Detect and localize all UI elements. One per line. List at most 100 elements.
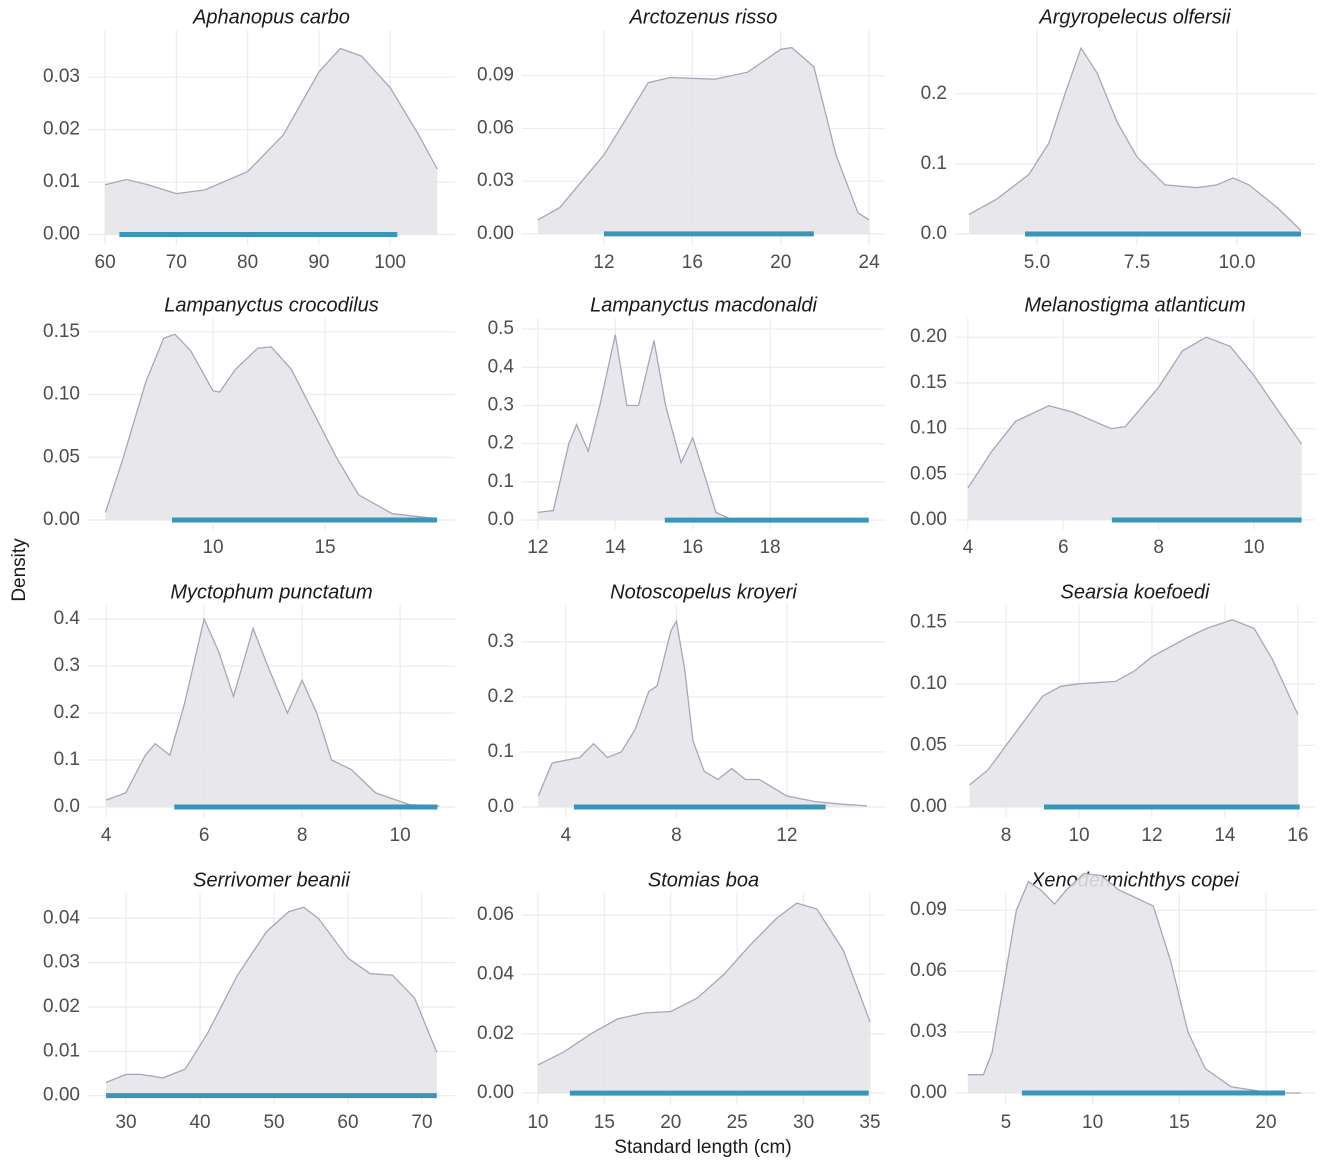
panel-title: Xenodermichthys copei	[1030, 869, 1239, 891]
panel-title: Aphanopus carbo	[192, 6, 350, 28]
y-tick-label: 0.04	[43, 907, 80, 928]
y-tick-label: 0.10	[910, 418, 947, 439]
density-area	[537, 47, 870, 234]
density-line	[968, 46, 1302, 231]
density-line	[967, 336, 1303, 489]
x-tick-label: 90	[308, 252, 329, 273]
y-tick-label: 0.01	[43, 1040, 80, 1061]
x-tick-label: 14	[605, 537, 627, 558]
panel: Arctozenus risso 0.00 0.03 0.06 0.09 12 16 20 24	[477, 6, 885, 273]
density-line	[537, 619, 868, 807]
x-tick-label: 25	[727, 1112, 748, 1133]
x-tick-label: 60	[337, 1112, 358, 1133]
x-tick-label: 16	[682, 252, 703, 273]
x-tick-label: 100	[374, 252, 406, 273]
panel: Notoscopelus kroyeri 0.0 0.1 0.2 0.3 4 8 12	[488, 581, 885, 846]
density-area	[537, 903, 870, 1094]
y-tick-label: 0.5	[488, 318, 514, 339]
y-tick-label: 0.10	[910, 673, 947, 694]
panel-title: Arctozenus risso	[629, 6, 778, 28]
y-tick-label: 0.2	[488, 433, 514, 454]
y-tick-label: 0.00	[477, 1082, 514, 1103]
x-tick-label: 70	[166, 252, 187, 273]
density-line	[105, 906, 438, 1084]
y-tick-label: 0.03	[910, 1021, 947, 1042]
x-tick-label: 10	[390, 825, 411, 846]
x-tick-label: 4	[101, 825, 112, 846]
y-tick-label: 0.06	[477, 117, 514, 138]
y-tick-label: 0.02	[477, 1023, 514, 1044]
y-tick-label: 0.15	[43, 321, 80, 342]
panel: Lampanyctus macdonaldi 0.0 0.1 0.2 0.3 0.4 0.5…	[488, 294, 885, 558]
y-tick-label: 0.00	[910, 1082, 947, 1103]
x-tick-label: 5	[1001, 1112, 1012, 1133]
panel-title: Searsia koefoedi	[1061, 581, 1211, 603]
x-tick-label: 35	[859, 1112, 880, 1133]
y-tick-label: 0.05	[910, 463, 947, 484]
y-tick-label: 0.0	[921, 223, 947, 244]
y-tick-label: 0.4	[488, 356, 515, 377]
x-tick-label: 4	[561, 825, 572, 846]
x-axis-title: Standard length (cm)	[614, 1137, 791, 1158]
panel: Stomias boa 0.00 0.02 0.04 0.06 10 15 20 25 30 35	[477, 869, 885, 1133]
y-tick-label: 0.20	[910, 326, 947, 347]
panel-title: Notoscopelus kroyeri	[610, 581, 797, 603]
x-tick-label: 20	[660, 1112, 681, 1133]
density-line	[537, 334, 771, 521]
y-tick-label: 0.4	[54, 608, 81, 629]
y-tick-label: 0.03	[43, 952, 80, 973]
x-tick-label: 30	[115, 1112, 136, 1133]
panel-title: Melanostigma atlanticum	[1024, 294, 1245, 316]
x-tick-label: 12	[593, 252, 614, 273]
x-tick-label: 4	[963, 537, 974, 558]
y-tick-label: 0.3	[488, 631, 514, 652]
x-tick-label: 10	[1243, 537, 1264, 558]
density-area	[106, 907, 437, 1096]
x-tick-label: 8	[1001, 825, 1012, 846]
x-tick-label: 16	[682, 537, 703, 558]
x-tick-label: 10.0	[1219, 252, 1256, 273]
x-tick-label: 15	[1169, 1112, 1190, 1133]
density-area	[969, 619, 1298, 808]
y-tick-label: 0.03	[477, 170, 514, 191]
x-tick-label: 12	[1141, 825, 1162, 846]
density-area	[105, 334, 438, 520]
panel-title: Serrivomer beanii	[193, 869, 350, 891]
x-tick-label: 16	[1287, 825, 1308, 846]
y-tick-label: 0.1	[921, 153, 947, 174]
y-tick-label: 0.00	[477, 223, 514, 244]
y-tick-label: 0.04	[477, 963, 514, 984]
density-area	[538, 621, 867, 807]
y-tick-label: 0.00	[910, 796, 947, 817]
y-tick-label: 0.2	[54, 702, 80, 723]
y-tick-label: 0.1	[54, 749, 80, 770]
x-tick-label: 12	[776, 825, 797, 846]
density-line	[104, 47, 438, 195]
y-tick-label: 0.00	[43, 1085, 80, 1106]
x-tick-label: 6	[199, 825, 210, 846]
panel-title: Myctophum punctatum	[170, 581, 372, 603]
panel: Aphanopus carbo 0.00 0.01 0.02 0.03 60 70 80 90 1…	[43, 6, 455, 273]
y-tick-label: 0.1	[488, 471, 514, 492]
y-tick-label: 0.0	[488, 509, 514, 530]
y-tick-label: 0.15	[910, 611, 947, 632]
y-tick-label: 0.02	[43, 996, 80, 1017]
y-tick-label: 0.06	[910, 960, 947, 981]
density-area	[105, 48, 438, 235]
y-tick-label: 0.09	[477, 65, 514, 86]
y-axis-title: Density	[9, 538, 30, 602]
y-tick-label: 0.00	[43, 509, 80, 530]
panel: Lampanyctus crocodilus 0.00 0.05 0.10 0.15 10…	[43, 294, 455, 558]
panel: Serrivomer beanii 0.00 0.01 0.02 0.03 0.04 30 4…	[43, 869, 455, 1133]
y-tick-label: 0.00	[910, 509, 947, 530]
y-tick-label: 0.2	[921, 83, 947, 104]
y-tick-label: 0.01	[43, 171, 80, 192]
y-tick-label: 0.2	[488, 686, 514, 707]
density-line	[105, 617, 440, 807]
density-area	[106, 619, 440, 808]
x-tick-label: 60	[95, 252, 116, 273]
y-tick-label: 0.10	[43, 384, 80, 405]
x-tick-label: 10	[1082, 1112, 1103, 1133]
